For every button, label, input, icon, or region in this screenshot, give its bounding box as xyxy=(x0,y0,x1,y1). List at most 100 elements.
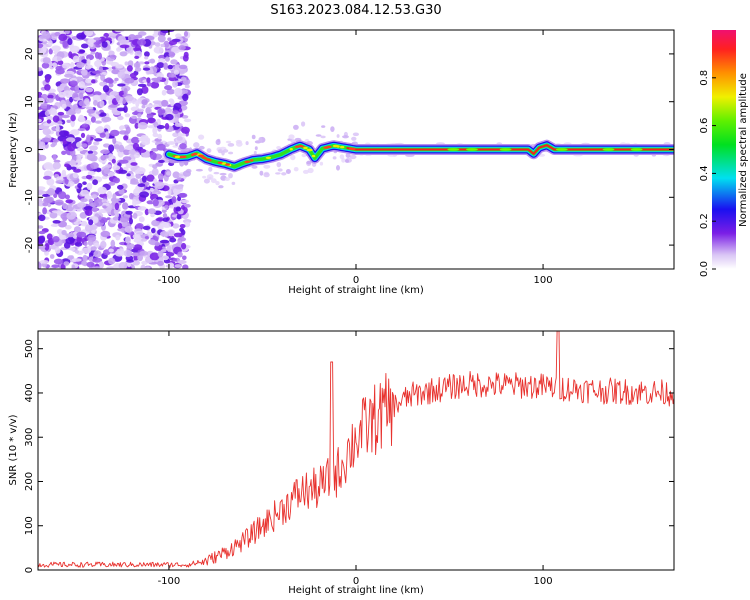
noise-speckle xyxy=(137,31,147,36)
noise-speckle xyxy=(65,110,76,116)
noise-speckle xyxy=(93,250,102,258)
noise-speckle xyxy=(164,85,173,91)
noise-speckle xyxy=(339,154,345,160)
noise-speckle xyxy=(62,40,69,48)
noise-speckle xyxy=(219,172,227,176)
noise-speckle xyxy=(99,132,106,138)
noise-speckle xyxy=(215,139,221,146)
noise-speckle xyxy=(183,118,192,123)
noise-speckle xyxy=(131,252,141,257)
noise-speckle xyxy=(53,159,61,163)
noise-speckle xyxy=(65,199,73,204)
noise-speckle xyxy=(55,180,63,184)
noise-speckle xyxy=(76,202,87,208)
noise-speckle xyxy=(118,188,125,195)
noise-speckle xyxy=(133,188,140,196)
noise-speckle xyxy=(315,134,322,137)
y-tick-label: -20 xyxy=(24,237,35,253)
noise-speckle xyxy=(99,100,105,108)
noise-speckle xyxy=(102,85,110,93)
noise-speckle xyxy=(175,142,179,146)
noise-speckle xyxy=(332,156,337,160)
noise-speckle xyxy=(203,178,210,184)
noise-speckle xyxy=(120,39,130,44)
noise-speckle xyxy=(81,143,88,148)
spectrogram-noise xyxy=(38,30,674,269)
spectrogram-xlabel: Height of straight line (km) xyxy=(288,285,424,296)
noise-speckle xyxy=(134,122,139,129)
noise-speckle xyxy=(172,80,178,88)
noise-speckle xyxy=(172,110,179,115)
noise-speckle xyxy=(89,145,98,151)
noise-speckle xyxy=(193,142,200,148)
noise-speckle xyxy=(137,254,144,262)
noise-speckle xyxy=(79,49,86,53)
noise-speckle xyxy=(162,217,169,222)
noise-speckle xyxy=(156,62,165,69)
noise-speckle xyxy=(224,177,230,182)
noise-speckle xyxy=(123,249,133,258)
noise-speckle xyxy=(114,77,119,82)
noise-speckle xyxy=(151,148,159,152)
noise-speckle xyxy=(141,238,147,242)
noise-speckle xyxy=(144,51,150,57)
noise-speckle xyxy=(112,137,117,145)
noise-speckle xyxy=(70,61,75,70)
noise-speckle xyxy=(173,69,180,75)
noise-speckle xyxy=(168,51,175,58)
noise-speckle xyxy=(86,109,96,114)
noise-speckle xyxy=(41,62,50,69)
noise-speckle xyxy=(86,182,93,191)
noise-speckle xyxy=(38,196,43,202)
noise-speckle xyxy=(144,56,149,60)
noise-speckle xyxy=(137,183,146,188)
noise-speckle xyxy=(307,167,314,174)
noise-speckle xyxy=(148,239,156,245)
noise-speckle xyxy=(52,236,60,243)
noise-speckle xyxy=(90,116,96,123)
noise-speckle xyxy=(44,196,54,203)
noise-speckle xyxy=(206,148,212,154)
noise-speckle xyxy=(156,143,166,151)
noise-speckle xyxy=(132,199,137,207)
noise-speckle xyxy=(81,123,89,128)
noise-speckle xyxy=(108,248,114,253)
ridge-blob xyxy=(192,152,198,156)
noise-speckle xyxy=(130,162,138,166)
noise-speckle xyxy=(51,210,60,214)
noise-speckle xyxy=(62,90,72,97)
ridge-blob xyxy=(205,158,210,161)
x-tick-label: 100 xyxy=(534,576,553,587)
noise-speckle xyxy=(176,176,182,181)
noise-speckle xyxy=(101,60,107,66)
noise-speckle xyxy=(171,196,177,204)
noise-speckle xyxy=(154,242,160,247)
noise-speckle xyxy=(168,73,177,78)
noise-speckle xyxy=(152,132,159,138)
noise-speckle xyxy=(125,210,133,215)
noise-speckle xyxy=(38,140,44,148)
noise-speckle xyxy=(176,136,183,141)
noise-speckle xyxy=(108,181,116,186)
noise-speckle xyxy=(169,237,177,243)
noise-speckle xyxy=(157,35,166,43)
noise-speckle xyxy=(184,84,190,89)
noise-speckle xyxy=(276,146,281,150)
noise-speckle xyxy=(101,41,108,48)
noise-speckle xyxy=(67,38,73,46)
noise-speckle xyxy=(145,107,151,114)
noise-speckle xyxy=(67,255,74,260)
ridge-blob xyxy=(174,155,181,159)
noise-speckle xyxy=(160,30,171,34)
noise-speckle xyxy=(155,217,164,222)
noise-speckle xyxy=(97,186,107,195)
noise-speckle xyxy=(107,78,114,84)
ridge-blob xyxy=(447,148,460,151)
noise-speckle xyxy=(70,114,76,122)
noise-speckle xyxy=(141,85,149,94)
noise-speckle xyxy=(119,125,126,130)
noise-speckle xyxy=(342,135,349,139)
noise-speckle xyxy=(113,112,122,116)
noise-speckle xyxy=(93,200,103,207)
noise-speckle xyxy=(153,79,162,83)
